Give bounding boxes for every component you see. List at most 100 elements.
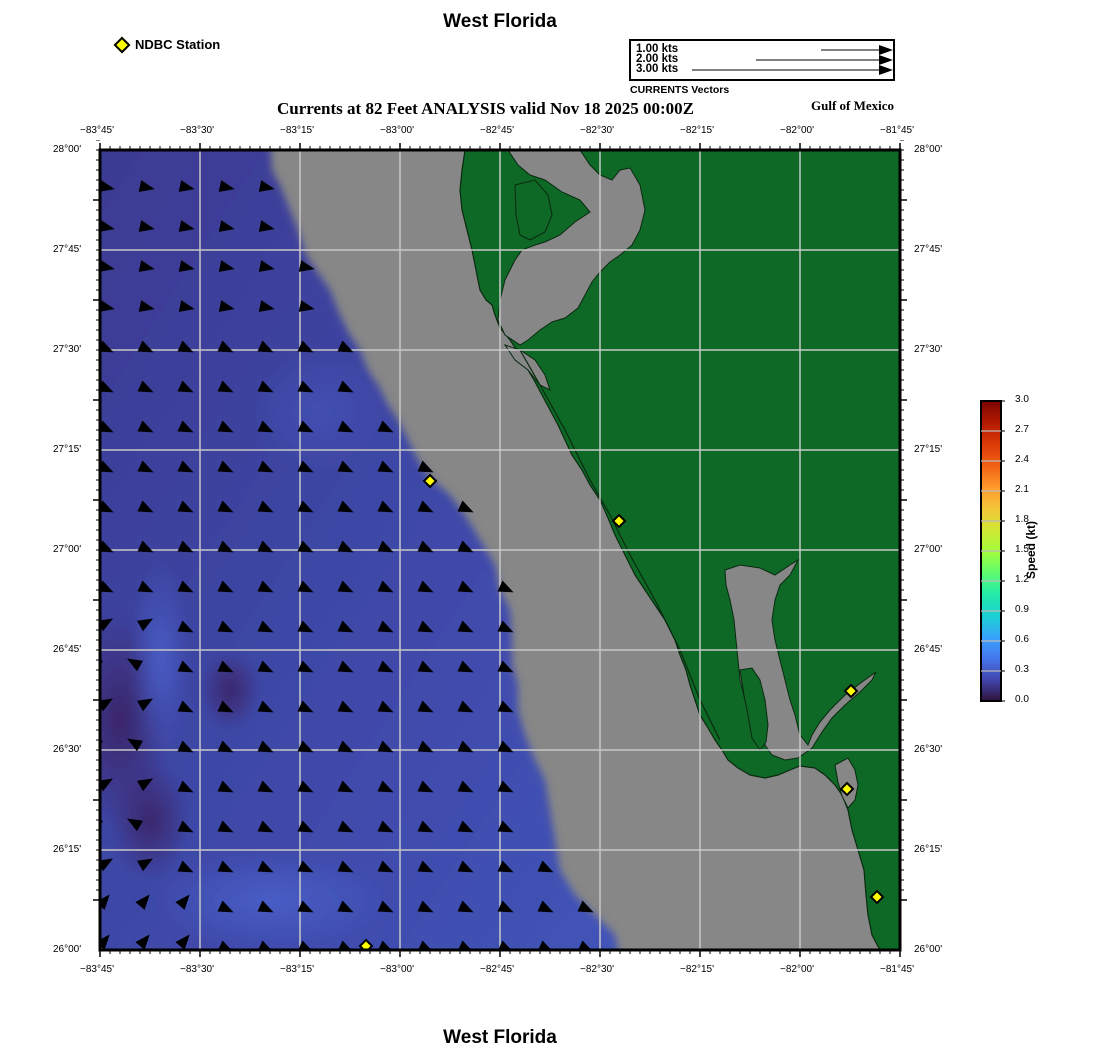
lon-tick-label: −83°15' [280, 125, 314, 136]
lat-tick-label: 26°30' [53, 744, 82, 755]
current-vector-arrow-icon [298, 940, 312, 950]
colorbar-tick: 0.9 [1015, 604, 1029, 615]
lat-tick-label: 27°15' [53, 444, 82, 455]
ndbc-station-marker-icon[interactable] [358, 938, 374, 952]
current-vector-arrow-icon [457, 700, 474, 713]
vector-legend-row-2: 2.00 kts [636, 53, 679, 65]
current-vector-arrow-icon [497, 580, 514, 593]
current-vector-arrow-icon [178, 300, 195, 312]
current-vector-arrow-icon [377, 500, 394, 513]
region-title: West Florida [443, 11, 557, 32]
current-vector-arrow-icon [177, 700, 194, 713]
current-vector-arrow-icon [257, 820, 274, 833]
ndbc-station-marker-icon[interactable] [843, 683, 859, 699]
current-vector-arrow-icon [137, 698, 153, 712]
vector-legend: 1.00 kts 2.00 kts 3.00 kts [629, 39, 895, 81]
current-vector-arrow-icon [100, 858, 113, 872]
current-vector-arrow-icon [127, 658, 143, 672]
current-vector-arrow-icon [137, 778, 153, 792]
current-vector-arrow-icon [137, 580, 154, 593]
current-vector-arrow-icon [177, 620, 194, 633]
current-vector-arrow-icon [217, 500, 234, 513]
lat-tick-label: 27°45' [53, 244, 82, 255]
current-vector-arrow-icon [297, 660, 314, 673]
current-vector-arrow-icon [377, 860, 394, 873]
current-vector-arrow-icon [497, 900, 514, 913]
lon-tick-label: −83°00' [380, 964, 414, 975]
current-vector-arrow-icon [297, 700, 314, 713]
current-vector-arrow-icon [257, 540, 274, 553]
current-vector-arrow-icon [257, 380, 274, 393]
lon-tick-label: −82°00' [780, 125, 814, 136]
current-vector-arrow-icon [218, 300, 235, 312]
ndbc-station-marker-icon[interactable] [869, 889, 885, 905]
current-vector-arrow-icon [257, 620, 274, 633]
current-vector-arrow-icon [217, 580, 234, 593]
lon-tick-label: −82°45' [480, 125, 514, 136]
current-vector-arrow-icon [417, 740, 434, 753]
current-vector-arrow-icon [377, 700, 394, 713]
current-vector-arrow-icon [297, 620, 314, 633]
current-vector-arrow-icon [217, 700, 234, 713]
current-vector-arrow-icon [257, 740, 274, 753]
lat-tick-label: 27°30' [914, 344, 943, 355]
current-vector-arrow-icon [178, 220, 195, 232]
ndbc-station-marker-icon[interactable] [839, 781, 855, 797]
colorbar-tick: 1.2 [1015, 574, 1029, 585]
current-vector-arrow-icon [127, 818, 143, 832]
current-vector-arrow-icon [217, 460, 234, 473]
lon-tick-label: −81°45' [880, 125, 914, 136]
current-vector-arrow-icon [338, 940, 352, 950]
current-vector-arrow-icon [175, 894, 190, 910]
current-vector-arrow-icon [100, 894, 110, 910]
lat-tick-label: 26°00' [914, 944, 943, 955]
current-vector-arrow-icon [337, 860, 354, 873]
current-vector-arrow-icon [297, 820, 314, 833]
current-vector-arrow-icon [377, 540, 394, 553]
current-vector-arrow-icon [537, 860, 554, 873]
current-vector-arrow-icon [497, 780, 514, 793]
lat-tick-label: 26°45' [914, 644, 943, 655]
current-vector-arrow-icon [377, 460, 394, 473]
current-vector-arrow-icon [378, 940, 392, 950]
axis-ticks [93, 140, 907, 957]
current-vector-arrow-icon [417, 820, 434, 833]
current-vector-arrow-icon [258, 180, 275, 192]
current-vector-arrow-icon [457, 620, 474, 633]
current-vector-arrow-icon [417, 580, 434, 593]
current-vector-arrow-icon [497, 820, 514, 833]
current-vector-arrow-icon [297, 460, 314, 473]
vector-legend-row-3: 3.00 kts [636, 63, 679, 75]
vector-legend-arrows-icon [692, 45, 893, 75]
current-vector-arrow-icon [417, 900, 434, 913]
lon-tick-label: −83°30' [180, 125, 214, 136]
current-vector-arrow-icon [417, 540, 434, 553]
current-vector-arrow-icon [337, 500, 354, 513]
current-vector-arrow-icon [297, 380, 314, 393]
current-vector-arrow-icon [337, 740, 354, 753]
current-vector-arrow-icon [137, 340, 154, 353]
colorbar-gradient [980, 400, 1005, 702]
current-vector-arrow-icon [100, 460, 114, 473]
current-vector-arrow-icon [257, 900, 274, 913]
map-canvas[interactable] [90, 140, 910, 960]
current-vector-arrow-icon [258, 220, 275, 232]
current-vector-arrow-icon [257, 340, 274, 353]
colorbar-tick: 2.4 [1015, 454, 1029, 465]
current-vector-arrow-icon [537, 900, 554, 913]
current-vector-arrow-icon [498, 940, 512, 950]
current-vector-arrow-icon [497, 740, 514, 753]
current-vector-arrow-icon [457, 860, 474, 873]
colorbar-tick: 0.3 [1015, 664, 1029, 675]
vector-legend-caption: CURRENTS Vectors [630, 84, 730, 96]
current-vector-arrow-icon [457, 500, 474, 513]
ndbc-station-marker-icon[interactable] [611, 513, 627, 529]
current-vector-arrow-icon [497, 860, 514, 873]
current-vector-arrow-icon [177, 740, 194, 753]
current-vector-arrow-icon [337, 660, 354, 673]
ndbc-stations [358, 473, 885, 952]
ndbc-station-marker-icon[interactable] [422, 473, 438, 489]
ndbc-station-marker-icon [113, 36, 131, 53]
lon-tick-label: −83°15' [280, 964, 314, 975]
current-vector-arrow-icon [177, 540, 194, 553]
